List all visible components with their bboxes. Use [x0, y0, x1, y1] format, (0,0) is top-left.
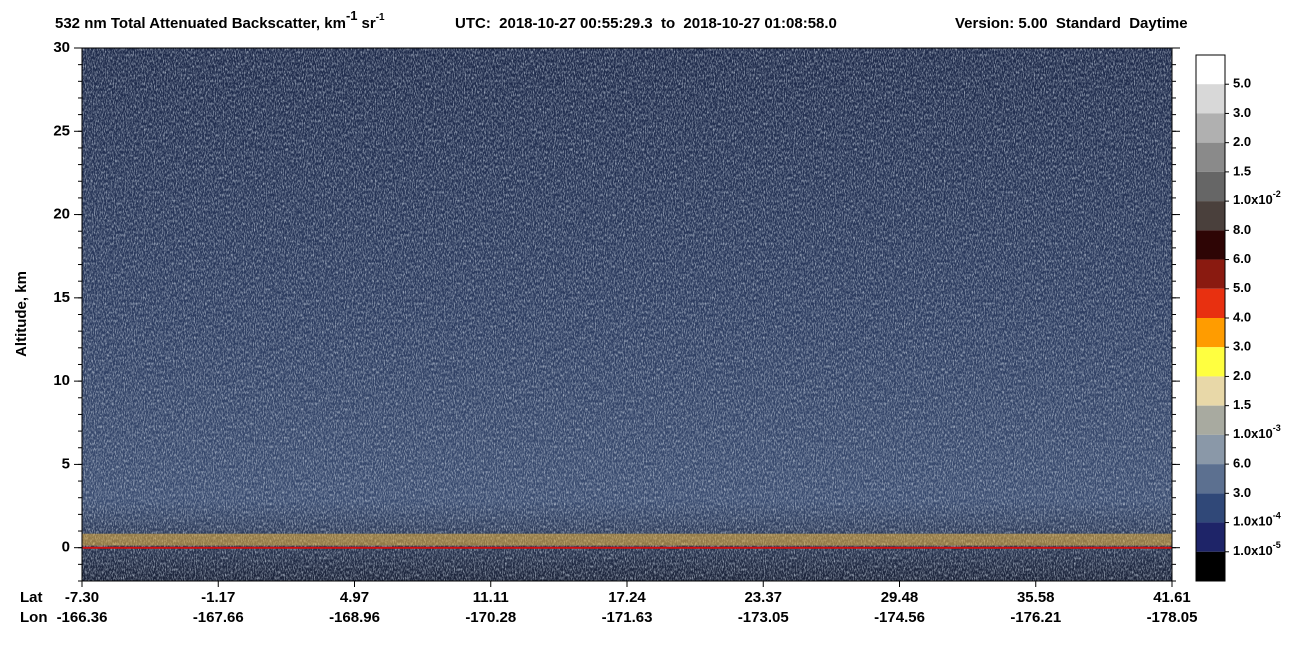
- x-row-label: Lon: [20, 609, 48, 626]
- title-text: sr: [362, 15, 376, 32]
- lon-label: -174.56: [874, 609, 925, 626]
- colorbar-swatch: [1196, 55, 1225, 85]
- colorbar-label: 4.0: [1233, 309, 1251, 324]
- version: Version: 5.00 Standard Daytime: [955, 15, 1188, 32]
- colorbar-label: 2.0: [1233, 134, 1251, 149]
- lat-label: 23.37: [744, 589, 782, 606]
- colorbar-label: 8.0: [1233, 222, 1251, 237]
- lat-label: 35.58: [1017, 589, 1055, 606]
- chart-title: 532 nm Total Attenuated Backscatter, km-…: [55, 8, 385, 32]
- lon-label: -178.05: [1147, 609, 1198, 626]
- y-tick-label: 5: [62, 455, 70, 472]
- y-axis-label: Altitude, km: [13, 271, 30, 357]
- colorbar-label: 1.0x10-2: [1233, 189, 1281, 207]
- colorbar-label: 1.5: [1233, 163, 1251, 178]
- lon-label: -170.28: [465, 609, 516, 626]
- colorbar-label: 3.0: [1233, 105, 1251, 120]
- colorbar-label-sup: -3: [1273, 423, 1281, 433]
- colorbar-label-base: 1.0x10: [1233, 426, 1273, 441]
- subtitle: UTC: 2018-10-27 00:55:29.3 to 2018-10-27…: [455, 15, 837, 32]
- colorbar-swatch: [1196, 464, 1225, 494]
- colorbar-swatch: [1196, 171, 1225, 202]
- colorbar-label: 3.0: [1233, 485, 1251, 500]
- lon-label: -173.05: [738, 609, 789, 626]
- y-tick-label: 20: [53, 206, 70, 223]
- colorbar-swatch: [1196, 405, 1225, 435]
- colorbar-swatch: [1196, 201, 1225, 231]
- backscatter-texture: [82, 48, 1172, 581]
- colorbar-swatch: [1196, 288, 1225, 318]
- colorbar-swatch: [1196, 551, 1225, 581]
- colorbar-label: 1.5: [1233, 397, 1251, 412]
- colorbar-swatch: [1196, 230, 1225, 260]
- colorbar-swatch: [1196, 113, 1225, 143]
- lon-label: -171.63: [602, 609, 653, 626]
- colorbar-label-sup: -4: [1273, 511, 1281, 521]
- lat-label: 17.24: [608, 589, 646, 606]
- colorbar-label-sup: -5: [1273, 540, 1281, 550]
- y-tick-label: 0: [62, 539, 70, 556]
- colorbar-swatch: [1196, 259, 1225, 289]
- colorbar-swatch: [1196, 493, 1225, 523]
- colorbar-swatch: [1196, 318, 1225, 348]
- x-row-label: Lat: [20, 589, 43, 606]
- colorbar-swatch: [1196, 142, 1225, 172]
- colorbar-label: 6.0: [1233, 456, 1251, 471]
- colorbar-label: 2.0: [1233, 368, 1251, 383]
- colorbar-label: 5.0: [1233, 76, 1251, 91]
- colorbar-label: 6.0: [1233, 251, 1251, 266]
- colorbar-swatch: [1196, 434, 1225, 465]
- boundary-layer: [82, 533, 1172, 546]
- colorbar-label-base: 1.0x10: [1233, 193, 1273, 208]
- colorbar-label-base: 1.0x10: [1233, 514, 1273, 529]
- lat-label: 29.48: [881, 589, 919, 606]
- y-tick-label: 25: [53, 122, 70, 139]
- colorbar-label: 3.0: [1233, 339, 1251, 354]
- lat-label: 4.97: [340, 589, 369, 606]
- colorbar-label: 1.0x10-4: [1233, 511, 1281, 529]
- lat-label: -1.17: [201, 589, 235, 606]
- colorbar-label-base: 1.0x10: [1233, 543, 1273, 558]
- lon-label: -166.36: [57, 609, 108, 626]
- title-sup: -1: [376, 12, 385, 23]
- y-tick-label: 30: [53, 39, 70, 56]
- lon-label: -168.96: [329, 609, 380, 626]
- y-tick-label: 10: [53, 372, 70, 389]
- lat-label: 41.61: [1153, 589, 1191, 606]
- colorbar-label: 1.0x10-3: [1233, 423, 1281, 441]
- colorbar-swatch: [1196, 376, 1225, 406]
- lon-label: -176.21: [1010, 609, 1061, 626]
- title-text: 532 nm Total Attenuated Backscatter, km: [55, 15, 346, 32]
- y-tick-label: 15: [53, 289, 70, 306]
- lat-label: -7.30: [65, 589, 99, 606]
- colorbar-label-sup: -2: [1273, 189, 1281, 199]
- colorbar-label: 5.0: [1233, 280, 1251, 295]
- colorbar-swatch: [1196, 522, 1225, 552]
- colorbar-label: 1.0x10-5: [1233, 540, 1281, 558]
- colorbar-swatch: [1196, 347, 1225, 377]
- lon-label: -167.66: [193, 609, 244, 626]
- lat-label: 11.11: [473, 589, 509, 606]
- title-sup: -1: [346, 8, 358, 23]
- colorbar-swatch: [1196, 84, 1225, 114]
